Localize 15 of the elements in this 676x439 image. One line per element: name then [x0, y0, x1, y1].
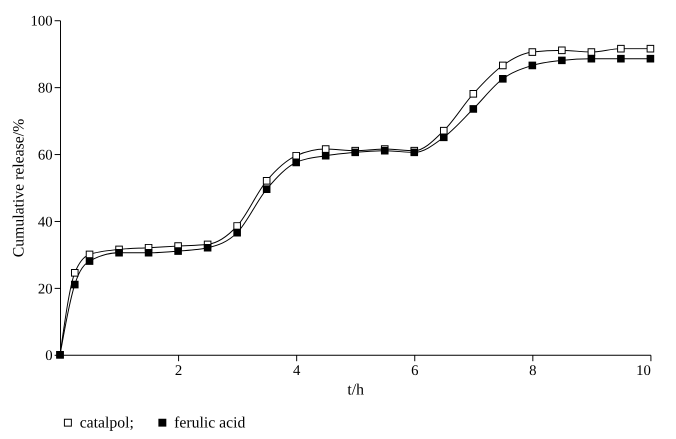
y-tick-label: 40 — [38, 214, 53, 230]
x-tick-label: 10 — [636, 362, 651, 379]
x-tick-label: 4 — [292, 362, 301, 379]
y-axis-title: Cumulative release/% — [10, 118, 28, 258]
x-tick-label: 8 — [529, 362, 537, 379]
x-axis-title: t/h — [347, 382, 364, 399]
legend-label: ferulic acid — [174, 414, 246, 432]
x-tick-label: 6 — [411, 362, 418, 379]
legend-label: catalpol; — [80, 414, 134, 432]
y-tick-label: 100 — [30, 14, 53, 30]
y-tick-label: 0 — [45, 348, 53, 364]
x-tick-label: 2 — [174, 362, 182, 379]
y-tick-label: 60 — [38, 147, 53, 164]
y-tick-label: 20 — [38, 281, 53, 298]
y-tick-label: 80 — [38, 80, 53, 97]
